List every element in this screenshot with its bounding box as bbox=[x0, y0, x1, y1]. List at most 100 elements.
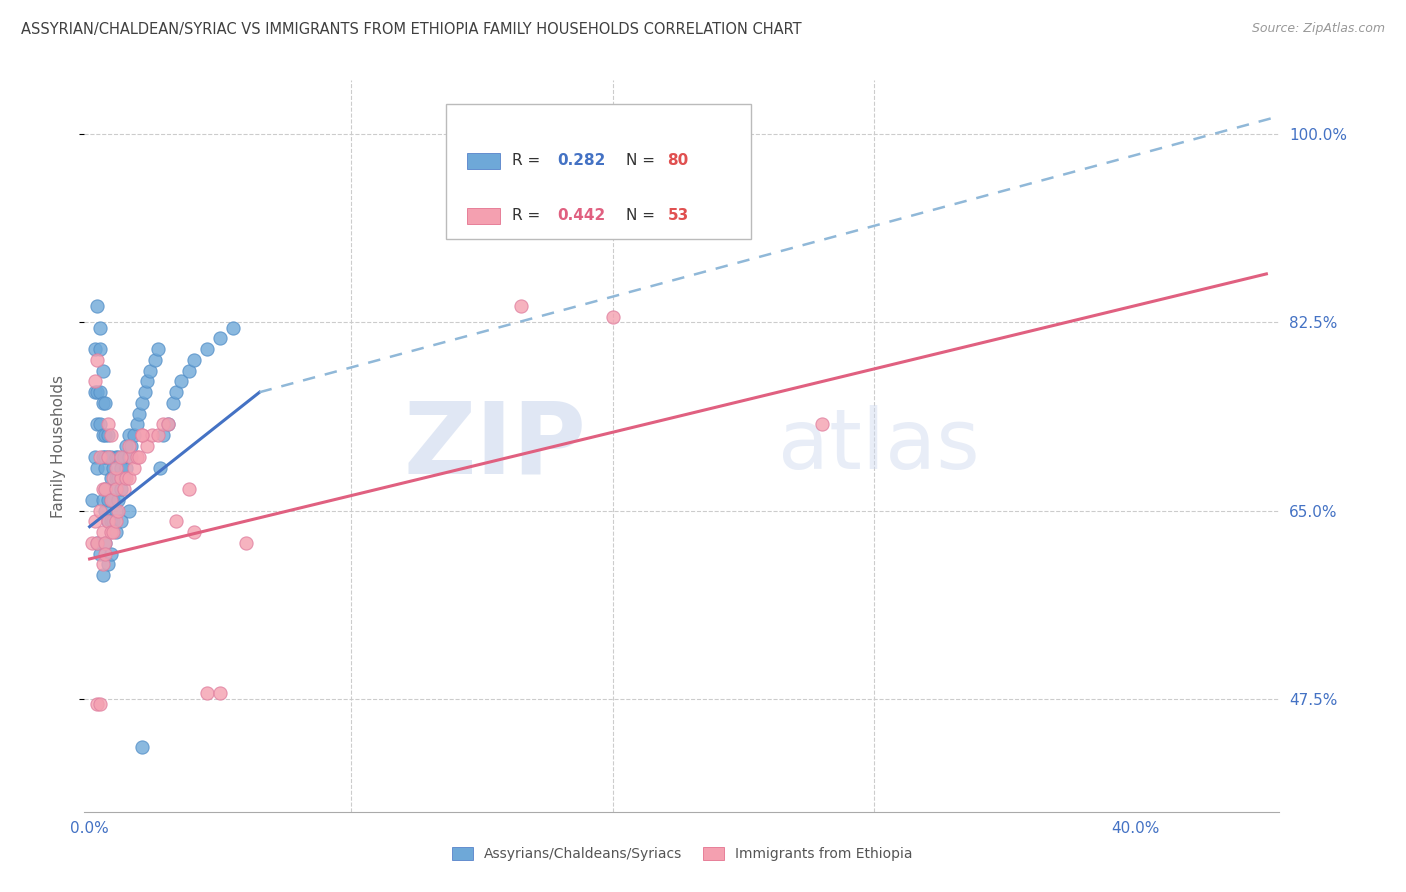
Point bbox=[138, 364, 160, 378]
Point bbox=[89, 385, 111, 400]
Point bbox=[134, 385, 156, 400]
Point bbox=[94, 428, 117, 442]
Point bbox=[94, 460, 117, 475]
Point bbox=[94, 536, 117, 550]
Point bbox=[86, 536, 108, 550]
Point bbox=[83, 385, 105, 400]
Point bbox=[110, 482, 132, 496]
Point bbox=[89, 342, 111, 356]
Point bbox=[110, 460, 132, 475]
Point bbox=[100, 450, 122, 464]
Y-axis label: Family Households: Family Households bbox=[51, 375, 66, 517]
Point bbox=[136, 375, 159, 389]
FancyBboxPatch shape bbox=[467, 208, 501, 224]
Point bbox=[131, 428, 153, 442]
Point bbox=[101, 460, 124, 475]
Point bbox=[94, 482, 117, 496]
Text: 0.442: 0.442 bbox=[558, 208, 606, 223]
Text: 0.282: 0.282 bbox=[558, 153, 606, 169]
Point bbox=[100, 514, 122, 528]
Point bbox=[104, 524, 127, 539]
Text: N =: N = bbox=[626, 208, 659, 223]
Point bbox=[222, 320, 245, 334]
Point bbox=[82, 536, 104, 550]
Point bbox=[195, 342, 218, 356]
Point bbox=[110, 450, 132, 464]
Text: ASSYRIAN/CHALDEAN/SYRIAC VS IMMIGRANTS FROM ETHIOPIA FAMILY HOUSEHOLDS CORRELATI: ASSYRIAN/CHALDEAN/SYRIAC VS IMMIGRANTS F… bbox=[21, 22, 801, 37]
Point bbox=[100, 471, 122, 485]
Point bbox=[83, 342, 105, 356]
Point bbox=[112, 482, 135, 496]
Point bbox=[195, 686, 218, 700]
Point bbox=[104, 514, 127, 528]
Point bbox=[101, 492, 124, 507]
Point bbox=[83, 375, 105, 389]
Point bbox=[120, 450, 142, 464]
Point bbox=[94, 503, 117, 517]
Point bbox=[86, 385, 108, 400]
FancyBboxPatch shape bbox=[467, 153, 501, 169]
Point bbox=[104, 482, 127, 496]
Point bbox=[149, 460, 172, 475]
Point bbox=[510, 299, 533, 313]
Point bbox=[118, 503, 141, 517]
Point bbox=[209, 331, 232, 345]
FancyBboxPatch shape bbox=[447, 104, 751, 239]
Point bbox=[97, 417, 120, 432]
Point bbox=[128, 407, 150, 421]
Point bbox=[97, 492, 120, 507]
Point bbox=[157, 417, 180, 432]
Point bbox=[89, 320, 111, 334]
Point bbox=[110, 514, 132, 528]
Point bbox=[94, 536, 117, 550]
Point bbox=[120, 439, 142, 453]
Point bbox=[86, 697, 108, 711]
Point bbox=[146, 342, 169, 356]
Point bbox=[118, 439, 141, 453]
Point bbox=[104, 503, 127, 517]
Point bbox=[100, 492, 122, 507]
Point bbox=[83, 450, 105, 464]
Text: ZIP: ZIP bbox=[404, 398, 586, 494]
Point bbox=[97, 450, 120, 464]
Point bbox=[125, 417, 148, 432]
Point bbox=[165, 514, 187, 528]
Point bbox=[100, 524, 122, 539]
Point bbox=[141, 428, 163, 442]
Point bbox=[811, 417, 834, 432]
Point bbox=[97, 558, 120, 572]
Point bbox=[107, 492, 129, 507]
Point bbox=[115, 460, 138, 475]
Text: R =: R = bbox=[512, 208, 546, 223]
Point bbox=[100, 547, 122, 561]
Point bbox=[146, 428, 169, 442]
Point bbox=[152, 417, 174, 432]
Text: Source: ZipAtlas.com: Source: ZipAtlas.com bbox=[1251, 22, 1385, 36]
Point bbox=[115, 439, 138, 453]
Point bbox=[101, 514, 124, 528]
Point bbox=[101, 471, 124, 485]
Legend: Assyrians/Chaldeans/Syriacs, Immigrants from Ethiopia: Assyrians/Chaldeans/Syriacs, Immigrants … bbox=[446, 842, 918, 867]
Point bbox=[131, 740, 153, 755]
Point bbox=[177, 364, 200, 378]
Point bbox=[107, 503, 129, 517]
Point bbox=[107, 471, 129, 485]
Point bbox=[118, 471, 141, 485]
Point bbox=[104, 482, 127, 496]
Point bbox=[177, 482, 200, 496]
Point bbox=[131, 428, 153, 442]
Point bbox=[152, 428, 174, 442]
Point bbox=[97, 450, 120, 464]
Point bbox=[94, 450, 117, 464]
Point bbox=[91, 492, 114, 507]
Point bbox=[183, 353, 205, 368]
Point bbox=[89, 450, 111, 464]
Point bbox=[91, 450, 114, 464]
Text: atlas: atlas bbox=[778, 406, 979, 486]
Point bbox=[131, 396, 153, 410]
Point bbox=[89, 547, 111, 561]
Point bbox=[143, 353, 166, 368]
Point bbox=[91, 568, 114, 582]
Point bbox=[104, 450, 127, 464]
Point bbox=[86, 299, 108, 313]
